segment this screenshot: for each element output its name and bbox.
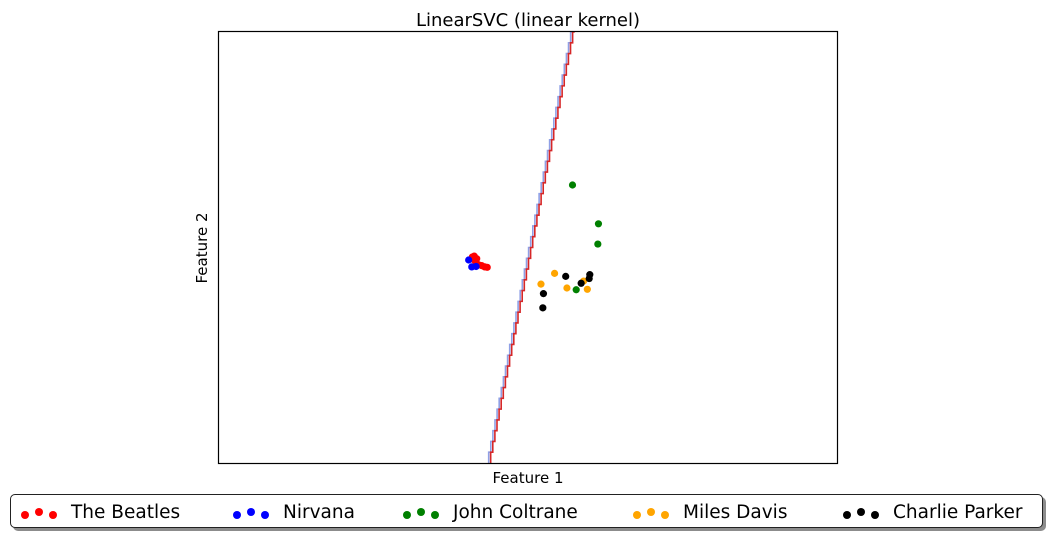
legend-label: Charlie Parker: [893, 501, 1023, 523]
y-axis-label: Feature 2: [193, 213, 211, 284]
axes-frame: [217, 30, 839, 465]
legend: The Beatles Nirvana John Coltrane Miles Dav…: [10, 494, 1043, 528]
legend-dot: [233, 511, 241, 519]
legend-label: Miles Davis: [683, 501, 788, 523]
legend-dot: [633, 511, 641, 519]
point-charlie-parker-3: [577, 279, 585, 287]
chart-title: LinearSVC (linear kernel): [416, 10, 640, 31]
point-john-coltrane-0: [568, 181, 577, 189]
legend-dot: [661, 511, 669, 519]
legend-item-nirvana: Nirvana: [233, 495, 355, 529]
point-john-coltrane-1: [594, 220, 603, 228]
point-john-coltrane-3: [572, 286, 580, 294]
chart-svg: LinearSVC (linear kernel) Feature 1 Feat…: [193, 10, 839, 487]
legend-dot: [843, 511, 851, 519]
point-john-coltrane-2: [594, 240, 602, 248]
point-charlie-parker-1: [539, 304, 547, 312]
legend-label: Nirvana: [283, 501, 355, 523]
point-the-beatles-8: [473, 255, 481, 263]
point-the-beatles-6: [483, 263, 491, 271]
x-axis-label: Feature 1: [493, 469, 564, 487]
legend-item-miles-davis: Miles Davis: [633, 495, 787, 529]
point-miles-davis-2: [563, 284, 571, 292]
legend-dot: [261, 511, 269, 519]
legend-dot: [647, 508, 655, 516]
point-miles-davis-1: [550, 269, 559, 277]
legend-item-john-coltrane: John Coltrane: [403, 495, 578, 529]
legend-dot: [21, 511, 29, 519]
legend-dot: [857, 508, 865, 516]
point-charlie-parker-0: [539, 290, 548, 298]
legend-marker: [843, 495, 879, 529]
legend-item-charlie-parker: Charlie Parker: [843, 495, 1022, 529]
point-charlie-parker-5: [585, 274, 593, 283]
legend-dot: [247, 508, 255, 516]
legend-marker: [633, 495, 669, 529]
decision-boundary-red: [489, 32, 575, 463]
point-charlie-parker-2: [562, 272, 570, 280]
legend-item-the-beatles: The Beatles: [21, 495, 180, 529]
point-nirvana-2: [472, 262, 480, 271]
legend-dot: [871, 511, 879, 519]
legend-label: John Coltrane: [453, 501, 578, 523]
legend-dot: [49, 511, 57, 519]
legend-marker: [403, 495, 439, 529]
legend-dot: [35, 508, 43, 516]
point-nirvana-0: [465, 256, 473, 264]
legend-dot: [403, 511, 411, 519]
point-miles-davis-3: [583, 285, 591, 293]
legend-dot: [417, 508, 425, 516]
point-miles-davis-0: [537, 280, 545, 288]
legend-marker: [21, 495, 57, 529]
legend-dot: [431, 511, 439, 519]
legend-label: The Beatles: [71, 501, 181, 523]
plot-area: [465, 32, 603, 463]
legend-marker: [233, 495, 269, 529]
